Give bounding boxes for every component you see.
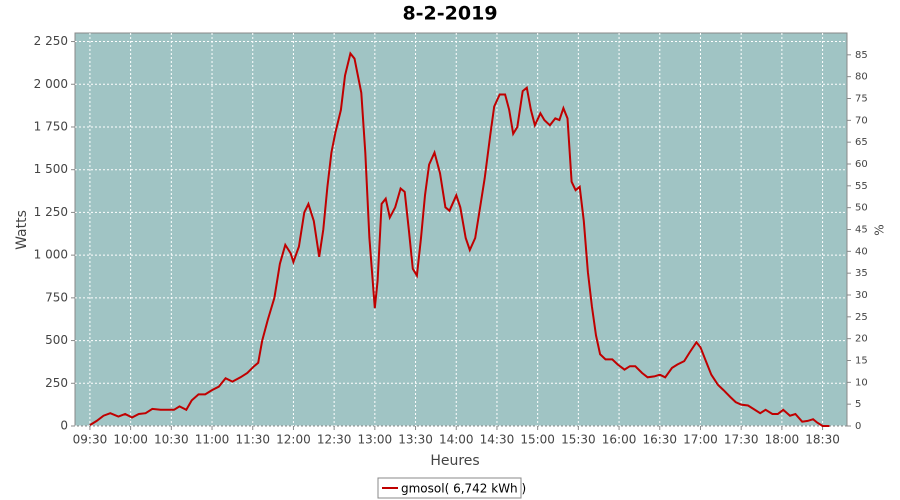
y2-tick-label: 15 bbox=[855, 356, 868, 367]
y-tick-label: 250 bbox=[45, 376, 68, 390]
plot-area bbox=[74, 32, 848, 427]
y-tick-label: 1 500 bbox=[34, 162, 68, 176]
y2-tick-label: 75 bbox=[855, 94, 868, 105]
y2-tick-label: 65 bbox=[855, 137, 868, 148]
x-tick-label: 11:00 bbox=[195, 433, 230, 447]
x-tick-label: 14:00 bbox=[439, 433, 474, 447]
y-tick-label: 1 000 bbox=[34, 248, 68, 262]
x-tick-label: 15:30 bbox=[561, 433, 596, 447]
x-tick-label: 10:30 bbox=[154, 433, 189, 447]
x-tick-label: 13:30 bbox=[398, 433, 433, 447]
y-tick-label: 2 250 bbox=[34, 34, 68, 48]
y2-axis-label: % bbox=[873, 224, 887, 235]
legend-label: gmosol( 6,742 kWh ) bbox=[401, 482, 526, 496]
x-tick-label: 12:30 bbox=[317, 433, 352, 447]
x-tick-label: 10:00 bbox=[113, 433, 148, 447]
y2-tick-label: 5 bbox=[855, 399, 861, 410]
y2-tick-label: 50 bbox=[855, 203, 868, 214]
x-tick-label: 12:00 bbox=[276, 433, 311, 447]
y2-tick-label: 70 bbox=[855, 115, 868, 126]
x-tick-label: 18:30 bbox=[805, 433, 840, 447]
x-tick-label: 18:00 bbox=[765, 433, 800, 447]
x-tick-label: 17:00 bbox=[683, 433, 718, 447]
y-tick-label: 750 bbox=[45, 290, 68, 304]
y2-tick-label: 10 bbox=[855, 377, 868, 388]
chart-title: 8-2-2019 bbox=[402, 3, 497, 25]
y2-tick-label: 55 bbox=[855, 181, 868, 192]
y2-tick-label: 25 bbox=[855, 312, 868, 323]
data-line bbox=[89, 51, 830, 427]
y2-tick-label: 85 bbox=[855, 50, 868, 61]
x-axis-label: Heures bbox=[430, 453, 479, 469]
y2-tick-label: 30 bbox=[855, 290, 868, 301]
y-axis-label: Watts bbox=[14, 210, 30, 250]
y2-tick-label: 45 bbox=[855, 225, 868, 236]
x-tick-label: 17:30 bbox=[724, 433, 759, 447]
y-tick-label: 1 750 bbox=[34, 119, 68, 133]
x-tick-label: 15:00 bbox=[520, 433, 555, 447]
y2-tick-label: 40 bbox=[855, 246, 868, 257]
y-tick-label: 2 000 bbox=[34, 77, 68, 91]
y-tick-label: 0 bbox=[60, 419, 68, 433]
x-tick-label: 14:30 bbox=[480, 433, 515, 447]
legend-box bbox=[377, 477, 522, 499]
y2-tick-label: 35 bbox=[855, 268, 868, 279]
x-tick-label: 13:00 bbox=[358, 433, 393, 447]
x-tick-label: 16:30 bbox=[642, 433, 677, 447]
y2-tick-label: 60 bbox=[855, 159, 868, 170]
x-tick-label: 09:30 bbox=[73, 433, 108, 447]
x-tick-label: 11:30 bbox=[235, 433, 270, 447]
y2-tick-label: 0 bbox=[855, 421, 861, 432]
y-tick-label: 1 250 bbox=[34, 205, 68, 219]
y2-tick-label: 20 bbox=[855, 334, 868, 345]
x-tick-label: 16:00 bbox=[602, 433, 637, 447]
y-tick-label: 500 bbox=[45, 333, 68, 347]
y2-tick-label: 80 bbox=[855, 72, 868, 83]
